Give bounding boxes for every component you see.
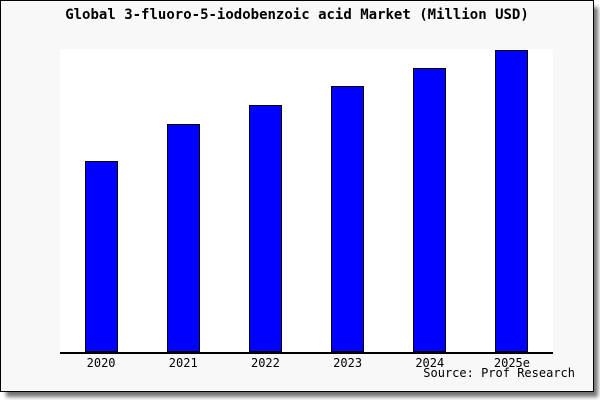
x-tick-2024: 2024 [415, 356, 445, 370]
x-tick-2023: 2023 [333, 356, 363, 370]
bar-2024 [413, 68, 447, 352]
bar-cell-2024 [389, 49, 471, 352]
bar-cell-2021 [142, 49, 224, 352]
bar-cell-2025e [471, 49, 553, 352]
bar-2025e [495, 50, 529, 352]
plot-area [60, 49, 553, 354]
bar-2021 [166, 124, 200, 352]
bar-series [60, 49, 553, 352]
chart-title: Global 3-fluoro-5-iodobenzoic acid Marke… [65, 7, 529, 23]
bar-2023 [331, 86, 365, 352]
x-tick-2025e: 2025e [493, 356, 530, 370]
source-note: Source: Prof Research [423, 366, 575, 380]
chart-panel: Global 3-fluoro-5-iodobenzoic acid Marke… [0, 0, 594, 392]
x-axis-tick-labels: 2020 2021 2022 2023 2024 2025e [60, 356, 553, 370]
bar-cell-2023 [307, 49, 389, 352]
x-tick-2022: 2022 [250, 356, 280, 370]
x-tick-2021: 2021 [168, 356, 198, 370]
bar-cell-2022 [224, 49, 306, 352]
x-tick-2020: 2020 [86, 356, 116, 370]
bar-2022 [248, 105, 282, 352]
bar-cell-2020 [60, 49, 142, 352]
bar-2020 [84, 161, 118, 352]
